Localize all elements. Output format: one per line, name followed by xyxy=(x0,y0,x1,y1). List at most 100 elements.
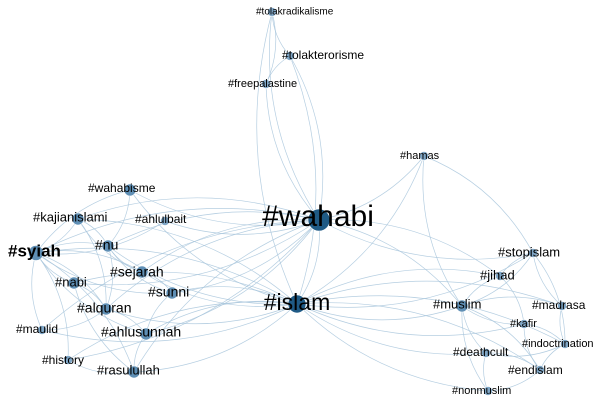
node-ahlusunnah[interactable] xyxy=(139,327,153,341)
edge-wahabi-freepalastine xyxy=(265,83,320,221)
label-ahlusunnah: #ahlusunnah xyxy=(101,324,181,340)
edge-endislam-nonmuslim xyxy=(487,369,541,392)
edge-islam-jihad xyxy=(296,268,501,305)
edge-syiah-sejarah xyxy=(35,250,143,273)
edge-nu-sunni xyxy=(107,245,173,294)
label-sunni: #sunni xyxy=(148,284,189,300)
node-alquran[interactable] xyxy=(99,302,113,316)
node-endislam[interactable] xyxy=(535,365,545,375)
edge-wahabi-tolakradikalisme xyxy=(269,11,320,221)
edge-muslim-madrasa xyxy=(461,296,563,307)
label-tolakterorisme: #tolakterorisme xyxy=(282,48,364,62)
edge-islam-nu xyxy=(107,245,298,305)
label-islam: #islam xyxy=(264,289,330,315)
edge-islam-ahlusunnah xyxy=(145,300,298,335)
edge-muslim-nonmuslim xyxy=(461,305,489,392)
edge-tolakterorisme-islam xyxy=(289,55,317,305)
node-kafir[interactable] xyxy=(519,319,529,329)
label-indoctrination: #indoctrination xyxy=(522,338,594,350)
edge-islam-wahabisme xyxy=(129,189,298,305)
node-nu[interactable] xyxy=(101,239,115,253)
node-hamas[interactable] xyxy=(419,151,429,161)
node-islam[interactable] xyxy=(287,294,307,314)
label-freepalastine: #freepalastine xyxy=(228,78,297,90)
node-sejarah[interactable] xyxy=(135,265,149,279)
edge-islam-endislam xyxy=(296,302,541,371)
node-madrasa[interactable] xyxy=(557,301,567,311)
label-kafir: #kafir xyxy=(510,318,537,330)
label-madrasa: #madrasa xyxy=(532,298,586,312)
edge-syiah-history xyxy=(35,252,69,361)
node-freepalastine[interactable] xyxy=(261,79,271,89)
edge-wahabi-kajianislami xyxy=(77,197,320,221)
node-wahabisme[interactable] xyxy=(123,183,137,197)
edge-syiah-ahlusunnah xyxy=(35,252,147,335)
label-sejarah: #sejarah xyxy=(110,264,164,280)
labels-layer: #wahabi #islam #syiah #tolakradikalisme #tol… xyxy=(8,7,594,397)
node-jihad[interactable] xyxy=(495,271,505,281)
node-kajianislami[interactable] xyxy=(71,212,85,226)
edge-deathcult-endislam xyxy=(485,352,541,371)
label-tolakradikalisme: #tolakradikalisme xyxy=(256,7,334,18)
edge-islam-indoctrination xyxy=(296,295,566,345)
node-stopislam[interactable] xyxy=(528,248,538,258)
edge-islam-nabi xyxy=(73,271,298,305)
node-wahabi[interactable] xyxy=(307,208,331,232)
edge-wahabi-muslim xyxy=(318,219,463,307)
edge-wahabi-syiah xyxy=(35,208,320,254)
edge-hamas-stopislam xyxy=(423,155,534,254)
edge-nabi-rasulullah xyxy=(73,282,135,373)
node-history[interactable] xyxy=(63,355,73,365)
label-syiah: #syiah xyxy=(8,241,61,260)
node-syiah[interactable] xyxy=(28,245,44,261)
edge-wahabi-nu xyxy=(107,211,320,247)
node-tolakterorisme[interactable] xyxy=(285,51,295,61)
label-ahlulbait: #ahlulbait xyxy=(135,212,187,226)
edges-layer xyxy=(31,11,566,392)
edge-islam-madrasa xyxy=(296,280,563,307)
edge-wahabi-sejarah xyxy=(141,219,320,273)
label-nabi: #nabi xyxy=(55,274,87,289)
edge-islam-alquran xyxy=(105,303,298,325)
edge-wahabi-rasulullah xyxy=(133,219,320,373)
node-tolakradikalisme[interactable] xyxy=(267,7,277,17)
edge-islam-sejarah xyxy=(141,271,298,307)
label-history: #history xyxy=(42,353,84,367)
edge-muslim-endislam xyxy=(461,305,541,371)
label-kajianislami: #kajianislami xyxy=(33,209,108,224)
edge-wahabi-sunni xyxy=(171,219,320,294)
edge-syiah-rasulullah xyxy=(35,252,135,373)
edge-islam-syiah xyxy=(35,247,298,305)
edge-islam-history xyxy=(67,301,298,361)
edge-islam-stopislam xyxy=(296,252,534,308)
label-nonmuslim: #nonmuslim xyxy=(452,385,511,397)
label-maulid: #maulid xyxy=(16,322,58,336)
edge-stopislam-indoctrination xyxy=(532,252,566,345)
node-indoctrination[interactable] xyxy=(560,339,570,349)
edge-islam-kafir xyxy=(296,303,525,337)
label-muslim: #muslim xyxy=(433,296,481,311)
edge-wahabi-nabi xyxy=(73,219,320,286)
node-sunni[interactable] xyxy=(165,286,179,300)
node-muslim[interactable] xyxy=(455,299,469,313)
node-maulid[interactable] xyxy=(37,325,47,335)
node-rasulullah[interactable] xyxy=(127,365,141,379)
node-nabi[interactable] xyxy=(67,276,81,290)
edge-islam-deathcult xyxy=(296,303,487,355)
node-nonmuslim[interactable] xyxy=(483,386,493,396)
label-stopislam: #stopislam xyxy=(498,244,560,259)
label-endislam: #endislam xyxy=(508,363,563,377)
label-deathcult: #deathcult xyxy=(453,345,509,359)
edge-wahabi-stopislam xyxy=(318,219,534,260)
label-hamas: #hamas xyxy=(400,150,440,162)
node-deathcult[interactable] xyxy=(481,348,491,358)
nodes-layer xyxy=(28,7,570,396)
edge-hamas-muslim xyxy=(422,155,463,307)
edge-islam-kajianislami xyxy=(77,218,298,305)
edge-islam-muslim xyxy=(296,303,463,321)
node-ahlulbait[interactable] xyxy=(160,216,170,226)
edge-islam-rasulullah xyxy=(133,303,298,373)
edge-wahabi-hamas xyxy=(318,155,425,221)
edge-wahabi-ahlulbait xyxy=(164,219,320,235)
